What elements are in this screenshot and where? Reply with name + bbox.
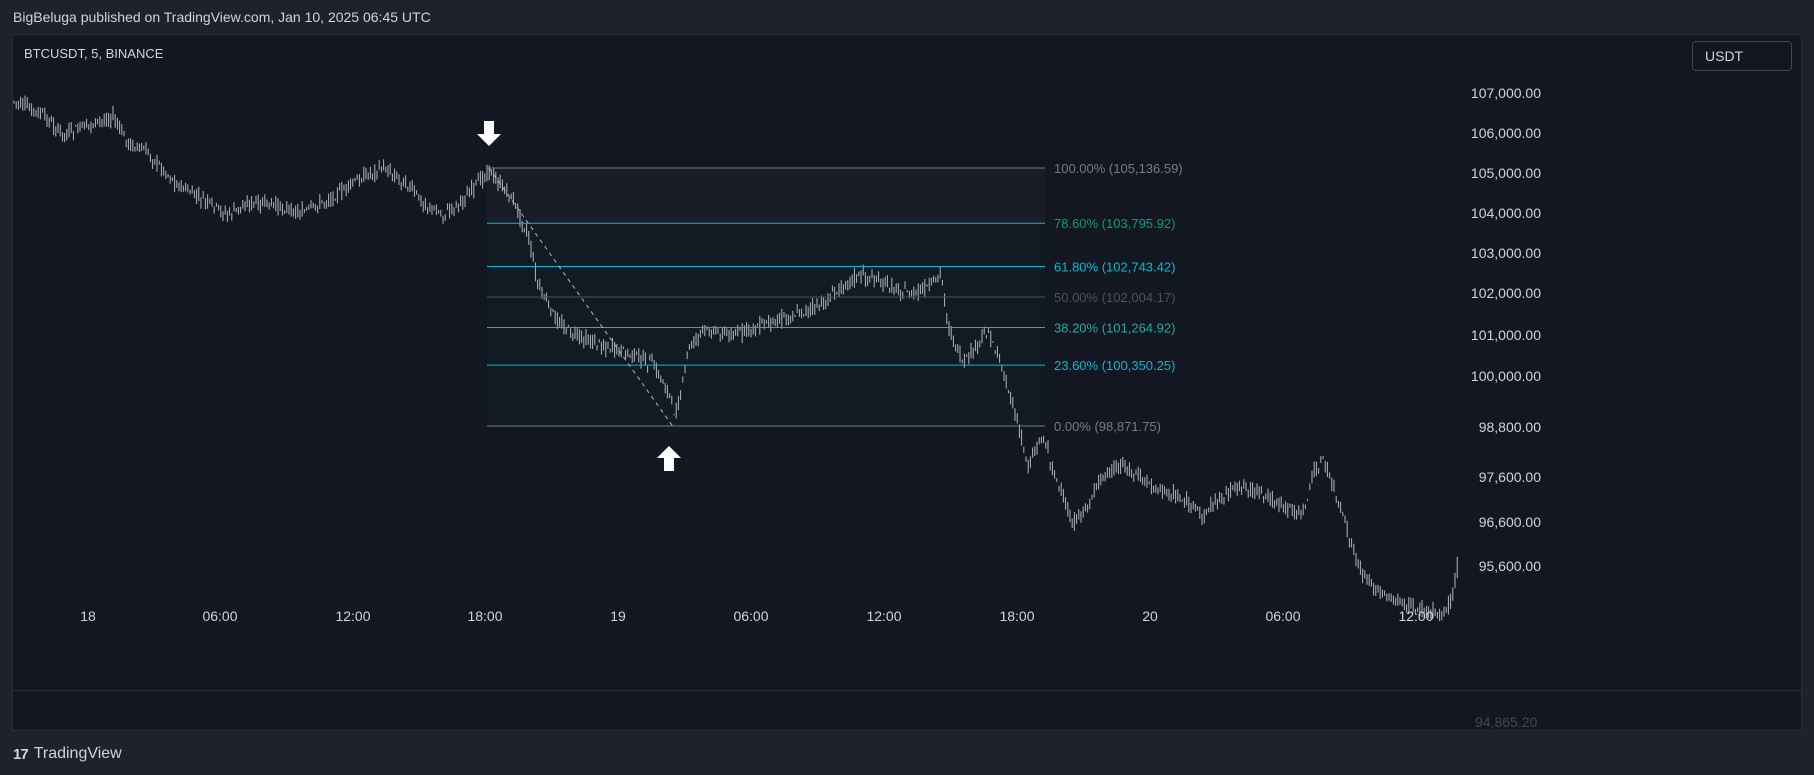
- price-axis-label: 100,000.00: [1471, 368, 1541, 384]
- time-axis-label: 12:00: [335, 608, 370, 624]
- tradingview-logo-icon: 17: [13, 745, 29, 763]
- chart-pane[interactable]: 100.00% (105,136.59) 78.60% (103,795.92) 6…: [12, 34, 1802, 731]
- price-axis-label: 105,000.00: [1471, 165, 1541, 181]
- fib-level-lines: [487, 167, 1045, 427]
- price-axis-label: 102,000.00: [1471, 285, 1541, 301]
- price-axis-label: 98,800.00: [1479, 419, 1541, 435]
- price-chart[interactable]: 100.00% (105,136.59) 78.60% (103,795.92) 6…: [13, 35, 1802, 731]
- tradingview-logo[interactable]: 17 TradingView: [13, 742, 122, 766]
- last-price-label: 94,865.20: [1475, 714, 1537, 730]
- fib-level-label: 61.80% (102,743.42): [1054, 260, 1175, 275]
- fib-level-label: 100.00% (105,136.59): [1054, 161, 1183, 176]
- time-axis-label: 12:00: [1398, 608, 1433, 624]
- currency-button[interactable]: USDT: [1692, 41, 1792, 71]
- time-axis-label: 06:00: [1265, 608, 1300, 624]
- price-axis-label: 96,600.00: [1479, 514, 1541, 530]
- fib-zone: [487, 223, 1045, 267]
- time-axis-label: 06:00: [733, 608, 768, 624]
- price-axis: 107,000.00 106,000.00 105,000.00 104,000.00…: [1471, 85, 1541, 574]
- time-axis: 18 06:00 12:00 18:00 19 06:00 12:00 18:00 20 06:0…: [80, 608, 1434, 624]
- publish-info: BigBeluga published on TradingView.com, …: [0, 0, 1814, 34]
- time-axis-label: 20: [1142, 608, 1158, 624]
- tradingview-brand: TradingView: [33, 745, 122, 762]
- up-arrow-icon: [657, 446, 681, 471]
- time-axis-label: 18:00: [999, 608, 1034, 624]
- price-axis-label: 95,600.00: [1479, 558, 1541, 574]
- time-axis-label: 18:00: [467, 608, 502, 624]
- price-axis-label: 107,000.00: [1471, 85, 1541, 101]
- time-axis-label: 12:00: [866, 608, 901, 624]
- candlestick-series: [13, 95, 1458, 622]
- time-axis-border: [13, 690, 1801, 691]
- price-axis-label: 104,000.00: [1471, 205, 1541, 221]
- time-axis-label: 06:00: [202, 608, 237, 624]
- fib-level-label: 23.60% (100,350.25): [1054, 358, 1175, 373]
- fib-zone: [487, 168, 1045, 224]
- price-axis-label: 101,000.00: [1471, 327, 1541, 343]
- fib-trend-line[interactable]: [488, 167, 675, 429]
- fib-zone: [487, 365, 1045, 426]
- fib-zone: [487, 327, 1045, 366]
- time-axis-label: 18: [80, 608, 96, 624]
- fib-zone-fills: [487, 168, 1045, 426]
- price-axis-label: 103,000.00: [1471, 245, 1541, 261]
- fib-level-label: 0.00% (98,871.75): [1054, 419, 1161, 434]
- price-axis-label: 106,000.00: [1471, 125, 1541, 141]
- fib-level-label: 78.60% (103,795.92): [1054, 216, 1175, 231]
- fib-zone: [487, 266, 1045, 297]
- price-axis-label: 97,600.00: [1479, 469, 1541, 485]
- down-arrow-icon: [477, 121, 501, 146]
- time-axis-label: 19: [610, 608, 626, 624]
- symbol-label: BTCUSDT, 5, BINANCE: [24, 46, 164, 61]
- fib-level-label: 50.00% (102,004.17): [1054, 290, 1175, 305]
- fib-level-labels: 100.00% (105,136.59) 78.60% (103,795.92) 6…: [1054, 161, 1183, 434]
- publish-info-text: BigBeluga published on TradingView.com, …: [13, 9, 431, 25]
- fib-level-label: 38.20% (101,264.92): [1054, 320, 1175, 335]
